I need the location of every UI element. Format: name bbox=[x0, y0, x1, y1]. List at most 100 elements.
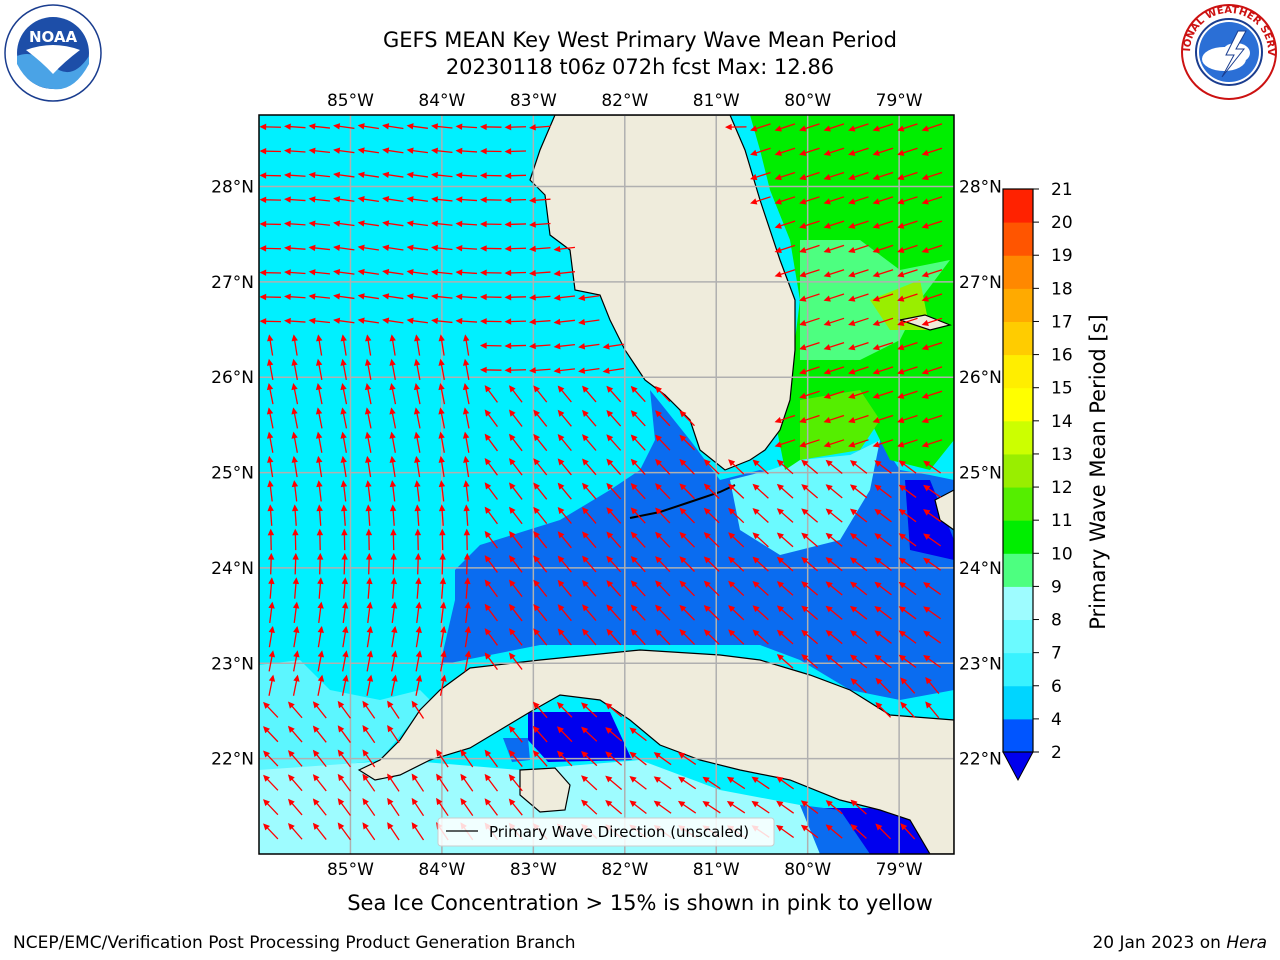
wave-arrow bbox=[390, 601, 398, 624]
wave-arrow bbox=[533, 433, 548, 452]
wave-arrow bbox=[825, 824, 843, 839]
wave-arrow bbox=[921, 244, 943, 254]
wave-direction-arrows bbox=[259, 123, 943, 841]
colorbar-label: Primary Wave Mean Period [s] bbox=[1086, 314, 1110, 630]
wave-arrow bbox=[923, 654, 942, 668]
wave-arrow bbox=[679, 507, 695, 524]
wave-arrow bbox=[849, 532, 868, 547]
wave-arrow bbox=[581, 799, 598, 815]
wave-arrow bbox=[872, 390, 894, 399]
wave-arrow bbox=[508, 458, 523, 476]
colorbar-tick-label: 20 bbox=[1051, 213, 1073, 233]
wave-arrow bbox=[655, 458, 671, 475]
lon-label-top: 80°W bbox=[784, 91, 831, 111]
wave-arrow bbox=[484, 749, 499, 768]
wave-arrow bbox=[439, 601, 447, 624]
wave-arrow bbox=[414, 334, 421, 356]
wave-arrow bbox=[630, 483, 646, 500]
wave-arrow bbox=[875, 702, 892, 718]
wave-arrow bbox=[799, 317, 820, 326]
wave-arrow bbox=[557, 458, 572, 476]
wave-arrow bbox=[776, 654, 794, 669]
wave-arrow bbox=[480, 245, 502, 252]
footer-branch: NCEP/EMC/Verification Post Processing Pr… bbox=[13, 933, 576, 953]
wave-arrow bbox=[874, 557, 892, 571]
wave-arrow bbox=[431, 244, 453, 252]
wave-arrow bbox=[413, 358, 421, 380]
wave-arrow bbox=[340, 431, 347, 453]
wave-arrow bbox=[825, 581, 843, 596]
wave-arrow bbox=[484, 433, 498, 452]
wave-arrow bbox=[413, 383, 421, 405]
wave-arrow bbox=[266, 431, 274, 453]
wave-arrow bbox=[508, 530, 523, 549]
wave-arrow bbox=[630, 580, 646, 597]
wave-arrow bbox=[529, 367, 551, 374]
colorbar-tick-label: 2 bbox=[1051, 743, 1062, 763]
wave-arrow bbox=[897, 171, 918, 181]
wave-arrow bbox=[484, 409, 498, 428]
wave-arrow bbox=[431, 220, 453, 227]
wave-arrow bbox=[504, 342, 527, 350]
wave-arrow bbox=[341, 528, 348, 551]
wave-arrow bbox=[679, 604, 695, 621]
wave-arrow bbox=[630, 531, 646, 548]
wave-arrow bbox=[268, 674, 276, 696]
wave-arrow bbox=[606, 604, 622, 621]
wave-arrow bbox=[557, 434, 572, 452]
wave-arrow bbox=[366, 601, 373, 624]
wave-arrow bbox=[825, 800, 843, 815]
wave-arrow bbox=[872, 414, 894, 424]
wave-arrow bbox=[464, 625, 471, 648]
wave-arrow bbox=[357, 244, 379, 251]
wave-arrow bbox=[900, 701, 916, 719]
wave-arrow bbox=[308, 123, 331, 130]
wave-arrow bbox=[725, 123, 747, 131]
wave-arrow bbox=[897, 390, 918, 399]
wave-arrow bbox=[848, 390, 869, 399]
wave-arrow bbox=[776, 532, 794, 548]
wave-arrow bbox=[898, 484, 917, 498]
wave-arrow bbox=[557, 604, 572, 622]
wave-arrow bbox=[312, 749, 327, 768]
wave-arrow bbox=[317, 577, 324, 599]
wave-arrow bbox=[774, 220, 796, 229]
wave-arrow bbox=[582, 531, 597, 549]
wave-arrow bbox=[801, 629, 819, 645]
wave-arrow bbox=[312, 822, 327, 840]
wave-arrow bbox=[266, 358, 274, 380]
wave-arrow bbox=[848, 366, 869, 375]
wave-arrow bbox=[897, 269, 918, 278]
wave-arrow bbox=[923, 460, 942, 474]
wave-arrow bbox=[728, 605, 745, 621]
wave-arrow bbox=[411, 797, 425, 817]
lat-label-left: 22°N bbox=[211, 750, 254, 770]
noaa-logo-label: NOAA bbox=[29, 28, 78, 46]
wave-arrow bbox=[582, 482, 597, 500]
wave-arrow bbox=[357, 268, 379, 276]
lat-labels-left: 28°N 27°N 26°N 25°N 24°N 23°N 22°N bbox=[211, 178, 254, 770]
wave-arrow bbox=[703, 580, 720, 597]
lon-labels-top: 85°W 84°W 83°W 82°W 81°W 80°W 79°W bbox=[327, 91, 923, 111]
wave-arrow bbox=[340, 334, 347, 356]
wave-arrow bbox=[366, 577, 373, 599]
wave-arrow bbox=[333, 196, 355, 203]
wave-arrow bbox=[825, 484, 843, 499]
wave-arrow bbox=[582, 604, 597, 622]
wave-arrow bbox=[532, 750, 548, 767]
wave-arrow bbox=[333, 171, 355, 179]
wave-arrow bbox=[389, 431, 396, 453]
wave-arrow bbox=[872, 269, 894, 278]
wave-arrow bbox=[362, 797, 376, 816]
wave-arrow bbox=[606, 555, 622, 573]
wave-arrow bbox=[438, 455, 445, 478]
wave-arrow bbox=[391, 625, 398, 648]
wave-arrow bbox=[267, 504, 274, 526]
wave-arrow bbox=[436, 797, 449, 817]
wave-arrow bbox=[606, 531, 622, 549]
wave-arrow bbox=[460, 797, 474, 816]
wave-arrow bbox=[703, 629, 720, 645]
wave-arrow bbox=[263, 701, 279, 718]
wave-arrow bbox=[703, 604, 720, 621]
